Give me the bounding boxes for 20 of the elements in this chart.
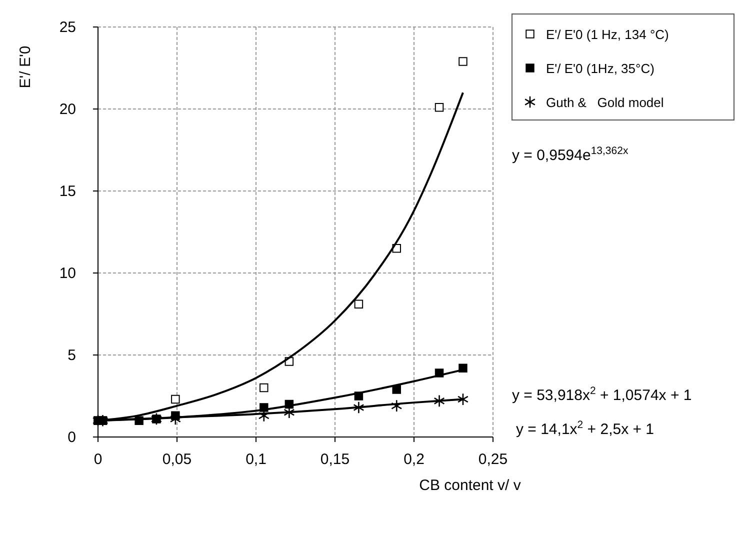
x-tick-label: 0,1 [246, 451, 266, 468]
y-tick-label: 10 [59, 265, 76, 282]
legend-label: E'/ E'0 (1Hz, 35°C) [546, 61, 654, 76]
x-tick-label: 0,25 [478, 451, 508, 468]
x-tick-label: 0,05 [162, 451, 192, 468]
y-tick-label: 20 [59, 101, 76, 118]
x-tick-label: 0,15 [320, 451, 350, 468]
legend-label: E'/ E'0 (1 Hz, 134 °C) [546, 27, 669, 42]
text: y = 14,1x$^{2}$ + 2,5x + 1 [516, 419, 654, 438]
x-axis-title: CB content v/ v [419, 477, 522, 494]
y-tick-label: 25 [59, 19, 76, 36]
text: y = 53,918x$^{2}$ + 1,0574x + 1 [512, 385, 692, 404]
y-tick-label: 0 [68, 429, 76, 446]
x-tick-label: 0,2 [404, 451, 424, 468]
y-tick-label: 15 [59, 183, 76, 200]
y-tick-label: 5 [68, 347, 76, 364]
legend-label: Guth & Gold model [546, 95, 664, 110]
y-axis-title: E'/ E'0 [17, 46, 34, 88]
text: y = 0,9594e$^{13,362x}$ [512, 145, 629, 164]
x-tick-label: 0 [94, 451, 102, 468]
